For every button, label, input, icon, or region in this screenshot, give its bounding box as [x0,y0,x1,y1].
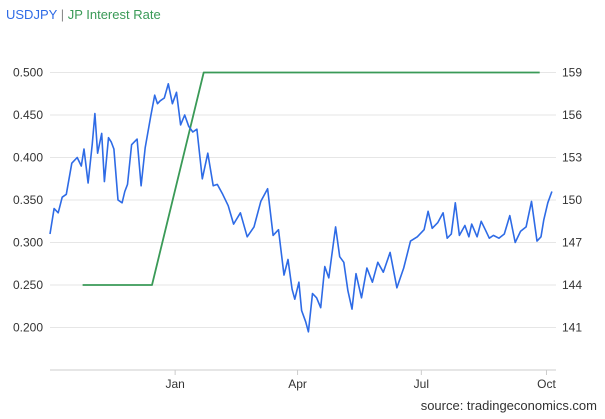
left-tick-label: 0.300 [13,236,43,250]
x-tick-label: Apr [288,377,307,391]
right-tick-label: 153 [562,151,582,165]
right-tick-label: 147 [562,236,582,250]
right-tick-label: 156 [562,108,582,122]
left-tick-label: 0.250 [13,278,43,292]
left-tick-label: 0.400 [13,151,43,165]
left-tick-label: 0.500 [13,66,43,80]
right-tick-label: 150 [562,193,582,207]
left-axis-ticks: 0.200 0.250 0.300 0.350 0.400 0.450 0.500 [13,66,43,335]
x-tick-label: Jan [165,377,184,391]
x-tick-label: Oct [537,377,556,391]
usdjpy-line [49,83,553,333]
legend-usdjpy[interactable]: USDJPY [6,7,58,22]
right-axis-ticks: 141 144 147 150 153 156 159 [562,66,582,335]
legend-jp-interest-rate[interactable]: JP Interest Rate [67,7,161,22]
legend-separator: | [60,7,65,22]
left-tick-label: 0.200 [13,321,43,335]
right-tick-label: 144 [562,278,582,292]
chart-legend: USDJPY | JP Interest Rate [6,7,161,23]
right-tick-label: 159 [562,66,582,80]
right-tick-label: 141 [562,321,582,335]
x-axis-ticks: Jan Apr Jul Oct [165,370,556,391]
series-lines [49,71,553,333]
grid-lines [50,72,556,371]
left-tick-label: 0.350 [13,193,43,207]
x-tick-label: Jul [414,377,429,391]
jp-interest-rate-line [82,71,540,286]
left-tick-label: 0.450 [13,108,43,122]
source-credit: source: tradingeconomics.com [420,398,597,413]
